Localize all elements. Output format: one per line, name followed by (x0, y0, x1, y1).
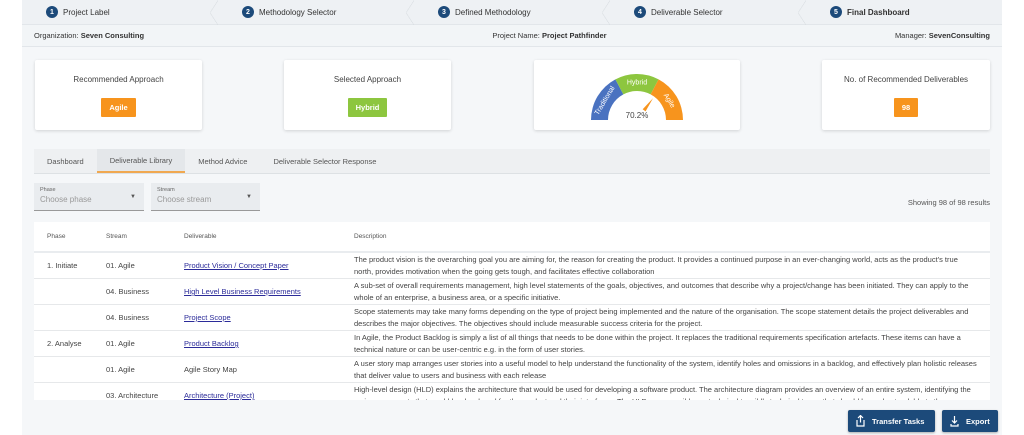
step-label: Project Label (63, 7, 110, 17)
cell-stream: 01. Agile (106, 261, 135, 270)
header-description[interactable]: Description (354, 232, 387, 240)
deliverables-count-badge: 98 (893, 98, 919, 117)
step-number: 2 (242, 6, 254, 18)
deliverables-table: Phase Stream Deliverable Description 1. … (34, 222, 990, 400)
cell-stream: 04. Business (106, 287, 149, 296)
cell-phase (34, 305, 106, 330)
card-title: No. of Recommended Deliverables (843, 75, 969, 84)
tab-dashboard[interactable]: Dashboard (47, 156, 84, 166)
stream-label: Stream (157, 187, 175, 193)
step-defined-methodology[interactable]: 3 Defined Methodology (414, 0, 610, 25)
organization: Organization: Seven Consulting (34, 31, 145, 40)
project-name: Project Name: Project Pathfinder (492, 31, 607, 40)
stepper: 1 Project Label 2 Methodology Selector 3 De… (22, 0, 1002, 25)
step-number: 4 (634, 6, 646, 18)
cell-description: High-level design (HLD) explains the arc… (354, 385, 971, 400)
cell-description: A user story map arranges user stories i… (354, 359, 977, 380)
card-title: Recommended Approach (73, 75, 164, 84)
step-project-label[interactable]: 1 Project Label (22, 0, 218, 25)
export-label: Export (966, 416, 990, 426)
deliverable-link[interactable]: Product Vision / Concept Paper (184, 261, 289, 270)
table-row: 03. Architecture Architecture (Project) … (34, 383, 990, 400)
cell-description: The product vision is the overarching go… (354, 255, 958, 276)
deliverable-link[interactable]: Project Scope (184, 313, 231, 322)
table-row: 2. Analyse 01. Agile Product Backlog In … (34, 331, 990, 357)
gauge-segment-hybrid (615, 74, 659, 95)
step-deliverable-selector[interactable]: 4 Deliverable Selector (610, 0, 806, 25)
cell-phase: 2. Analyse (47, 339, 82, 348)
table-row: 04. Business Project Scope Scope stateme… (34, 305, 990, 331)
cell-description: In Agile, the Product Backlog is simply … (354, 333, 961, 354)
table-row: 01. Agile Agile Story Map A user story m… (34, 357, 990, 383)
step-label: Defined Methodology (455, 7, 531, 17)
stream-placeholder: Choose stream (157, 195, 212, 204)
gauge-value: 70.2% (626, 111, 649, 120)
results-count: Showing 98 of 98 results (907, 198, 990, 207)
approach-gauge-card: Traditional Hybrid Agile 70.2% (534, 60, 740, 130)
step-methodology-selector[interactable]: 2 Methodology Selector (218, 0, 414, 25)
tab-deliverable-selector-response[interactable]: Deliverable Selector Response (273, 156, 377, 166)
share-icon (856, 415, 865, 427)
table-row: 04. Business High Level Business Require… (34, 279, 990, 305)
cell-stream: 01. Agile (106, 339, 135, 348)
cell-description: Scope statements may take many forms dep… (354, 307, 969, 328)
manager: Manager: SevenConsulting (894, 31, 990, 40)
step-label: Final Dashboard (847, 7, 910, 17)
deliverable-name: Agile Story Map (184, 365, 237, 374)
deliverable-link[interactable]: High Level Business Requirements (184, 287, 301, 296)
download-icon (950, 416, 959, 427)
deliverable-link[interactable]: Product Backlog (184, 339, 239, 348)
table-header: Phase Stream Deliverable Description (34, 222, 990, 253)
cell-phase (34, 383, 106, 400)
gauge-needle (642, 98, 654, 112)
tab-deliverable-library[interactable]: Deliverable Library (96, 149, 186, 173)
app: 1 Project Label 2 Methodology Selector 3 De… (22, 0, 1002, 435)
deliverables-count-card: No. of Recommended Deliverables 98 (822, 60, 990, 130)
step-number: 1 (46, 6, 58, 18)
cell-stream: 01. Agile (106, 365, 135, 374)
step-label: Deliverable Selector (651, 7, 723, 17)
cell-phase (34, 279, 106, 304)
phase-select[interactable]: Phase Choose phase ▼ (34, 183, 144, 211)
stream-select[interactable]: Stream Choose stream ▼ (151, 183, 260, 211)
export-button[interactable]: Export (942, 410, 998, 432)
step-label: Methodology Selector (259, 7, 337, 17)
tab-bar: Dashboard Deliverable Library Method Adv… (34, 149, 990, 174)
transfer-tasks-button[interactable]: Transfer Tasks (848, 410, 935, 432)
selected-approach-card: Selected Approach Hybrid (284, 60, 451, 130)
phase-placeholder: Choose phase (40, 195, 92, 204)
cell-stream: 04. Business (106, 313, 149, 322)
deliverable-link[interactable]: Architecture (Project) (184, 391, 255, 400)
step-number: 3 (438, 6, 450, 18)
chevron-down-icon: ▼ (246, 194, 252, 200)
cell-phase: 1. Initiate (47, 261, 78, 270)
cell-description: A sub-set of overall requirements manage… (354, 281, 969, 302)
cell-stream: 03. Architecture (106, 391, 159, 400)
header-deliverable[interactable]: Deliverable (184, 233, 217, 240)
recommended-approach-badge: Agile (101, 98, 136, 117)
chevron-down-icon: ▼ (130, 194, 136, 200)
step-number: 5 (830, 6, 842, 18)
gauge-segment-agile (650, 79, 683, 120)
table-row: 1. Initiate 01. Agile Product Vision / C… (34, 253, 990, 279)
card-title: Selected Approach (333, 75, 402, 84)
transfer-tasks-label: Transfer Tasks (872, 416, 925, 426)
cell-phase (34, 357, 106, 382)
header-phase[interactable]: Phase (47, 233, 66, 240)
gauge-segment-traditional (591, 79, 624, 120)
phase-label: Phase (40, 187, 56, 193)
recommended-approach-card: Recommended Approach Agile (35, 60, 202, 130)
project-info-bar: Organization: Seven Consulting Project N… (22, 25, 1002, 47)
tab-method-advice[interactable]: Method Advice (198, 156, 248, 166)
selected-approach-badge: Hybrid (347, 98, 388, 117)
header-stream[interactable]: Stream (106, 233, 127, 240)
gauge-label-hybrid: Hybrid (627, 79, 647, 86)
step-final-dashboard[interactable]: 5 Final Dashboard (806, 0, 1002, 24)
